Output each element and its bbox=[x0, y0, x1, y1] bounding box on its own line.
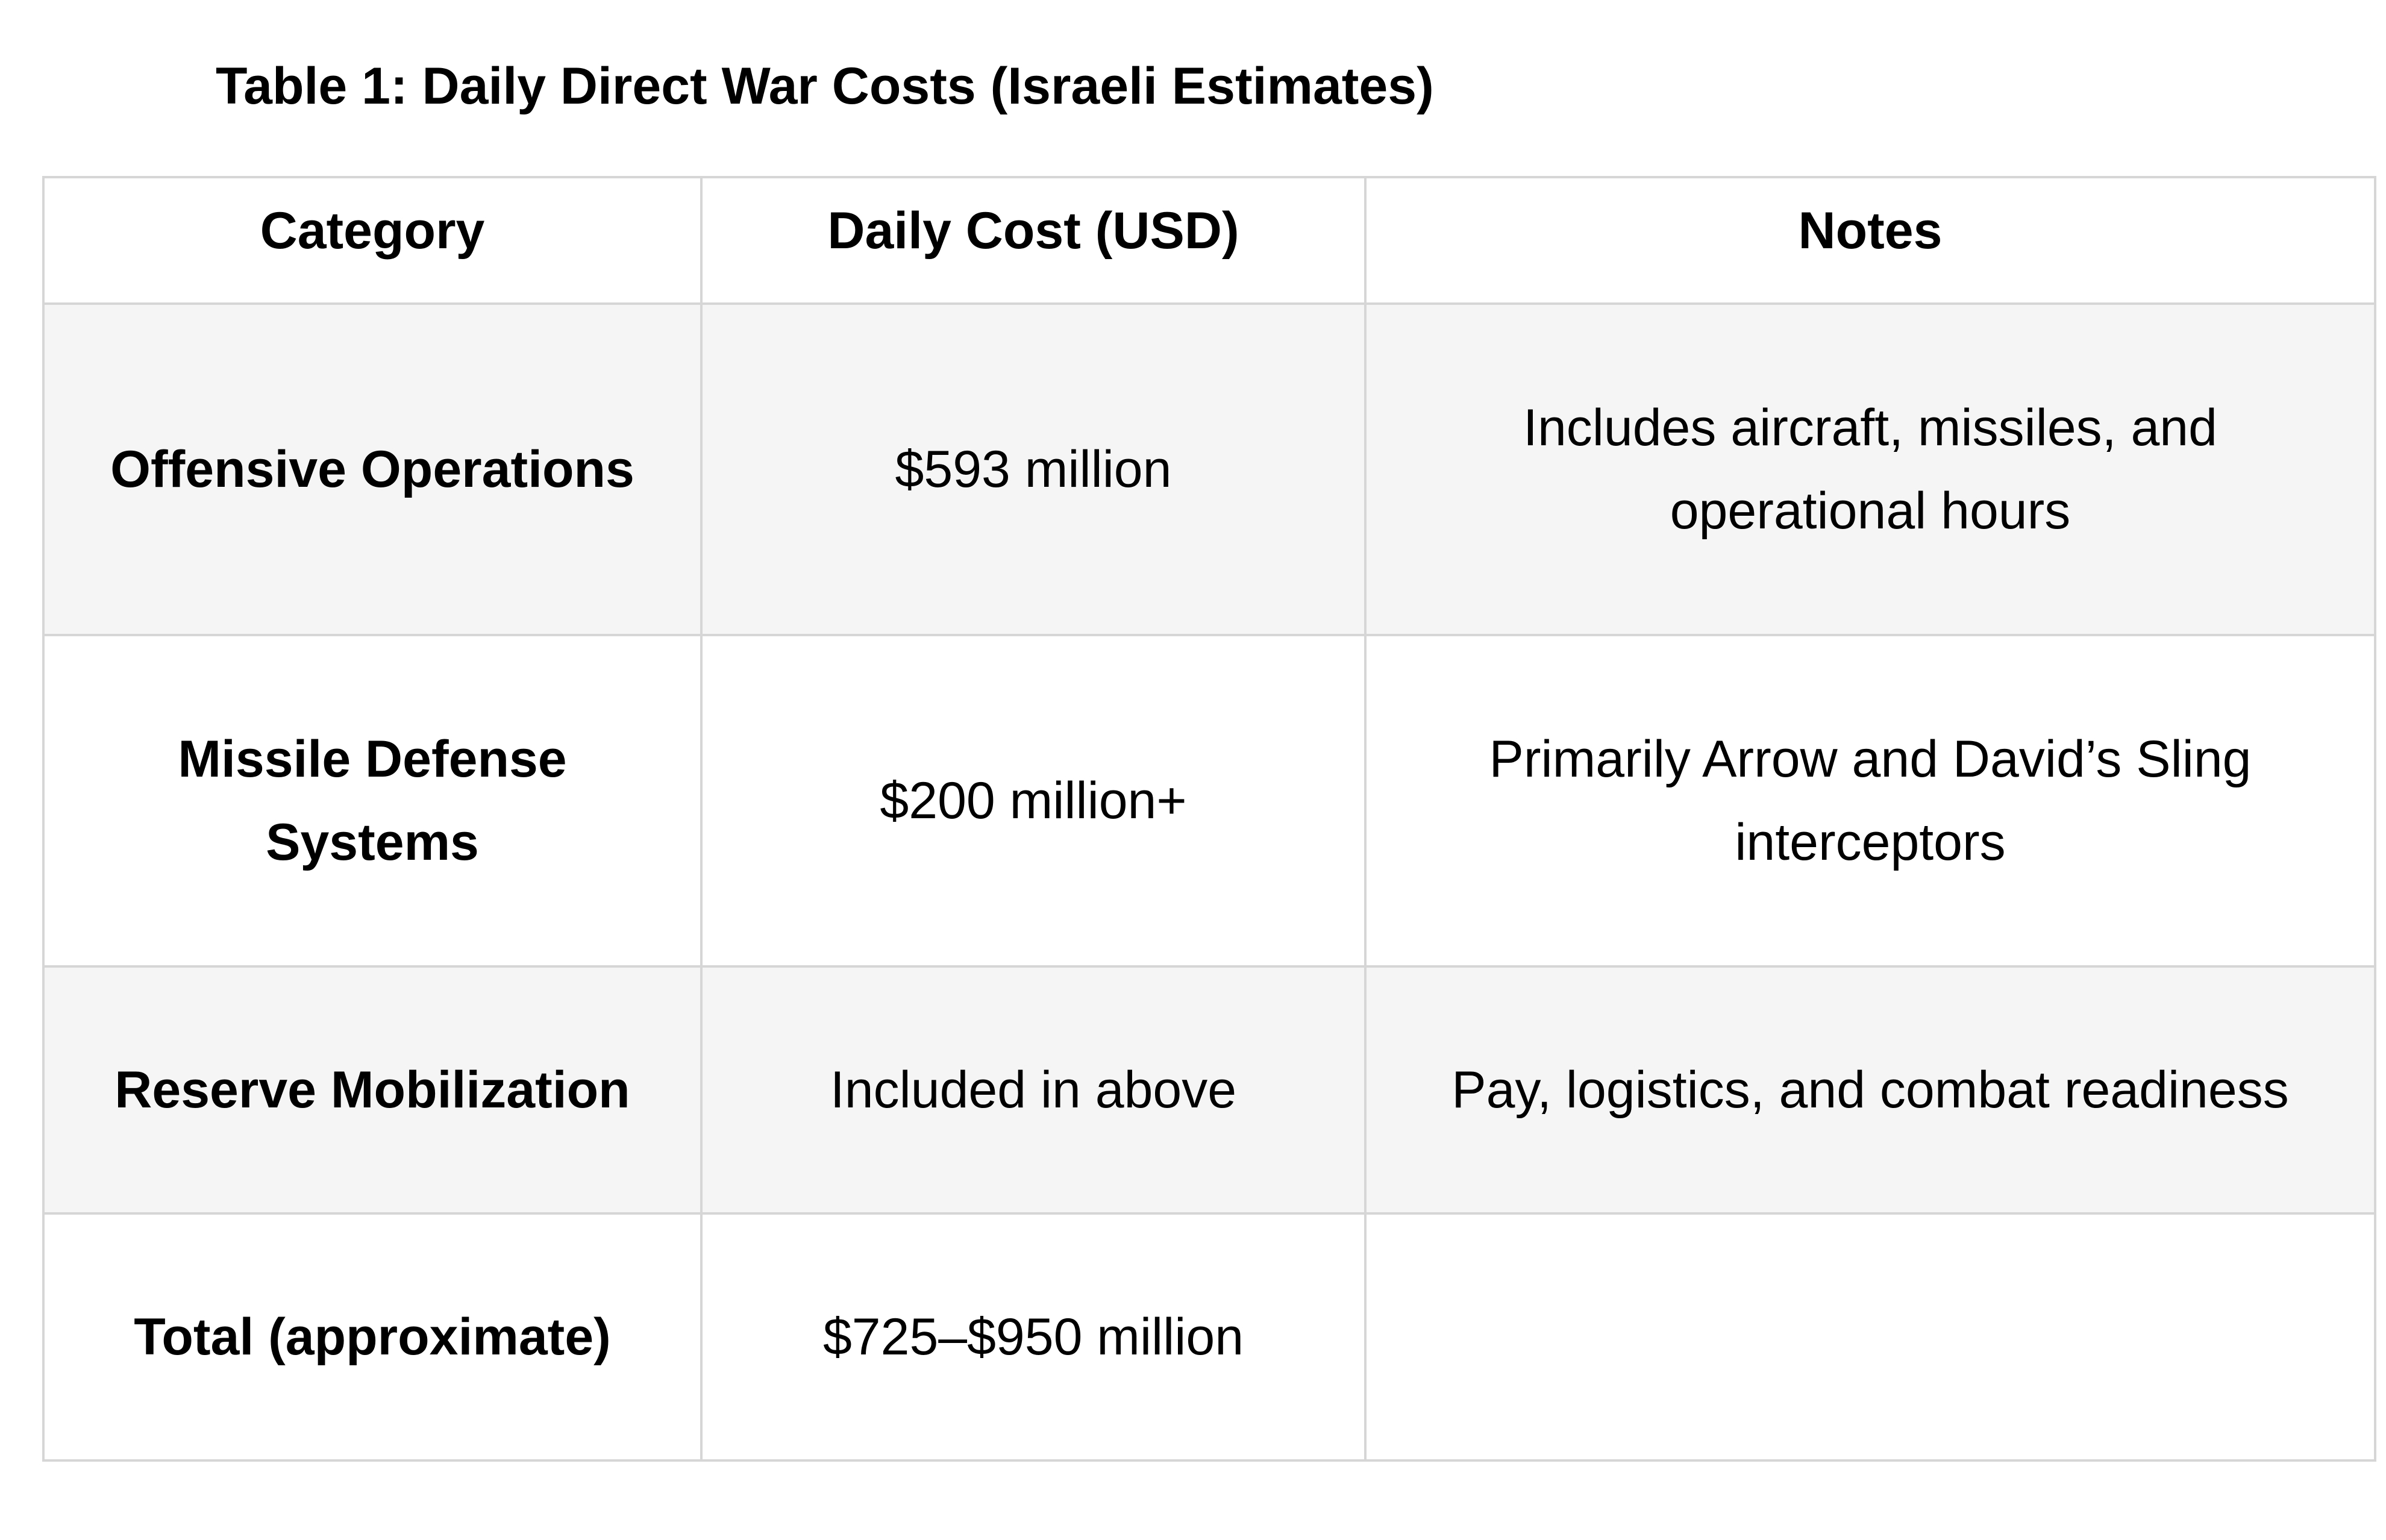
notes-cell: Primarily Arrow and David’s Sling interc… bbox=[1364, 634, 2376, 968]
header-daily-cost: Daily Cost (USD) bbox=[700, 176, 1367, 305]
cost-cell: $725–$950 million bbox=[700, 1212, 1367, 1462]
notes-cell bbox=[1364, 1212, 2376, 1462]
table-title: Table 1: Daily Direct War Costs (Israeli… bbox=[216, 57, 1434, 115]
header-notes: Notes bbox=[1364, 176, 2376, 305]
category-cell: Offensive Operations bbox=[42, 302, 703, 636]
category-cell: Missile Defense Systems bbox=[42, 634, 703, 968]
notes-cell: Includes aircraft, missiles, and operati… bbox=[1364, 302, 2376, 636]
cost-cell: $200 million+ bbox=[700, 634, 1367, 968]
table-header-row: Category Daily Cost (USD) Notes bbox=[42, 176, 2376, 305]
table-row: Total (approximate) $725–$950 million bbox=[42, 1212, 2376, 1462]
daily-war-costs-table: Category Daily Cost (USD) Notes Offensiv… bbox=[42, 176, 2376, 1462]
category-cell: Reserve Mobilization bbox=[42, 965, 703, 1215]
cost-cell: $593 million bbox=[700, 302, 1367, 636]
notes-cell: Pay, logistics, and combat readiness bbox=[1364, 965, 2376, 1215]
header-category: Category bbox=[42, 176, 703, 305]
category-cell: Total (approximate) bbox=[42, 1212, 703, 1462]
cost-cell: Included in above bbox=[700, 965, 1367, 1215]
table-row: Reserve Mobilization Included in above P… bbox=[42, 965, 2376, 1215]
table-row: Missile Defense Systems $200 million+ Pr… bbox=[42, 634, 2376, 968]
table-row: Offensive Operations $593 million Includ… bbox=[42, 302, 2376, 636]
